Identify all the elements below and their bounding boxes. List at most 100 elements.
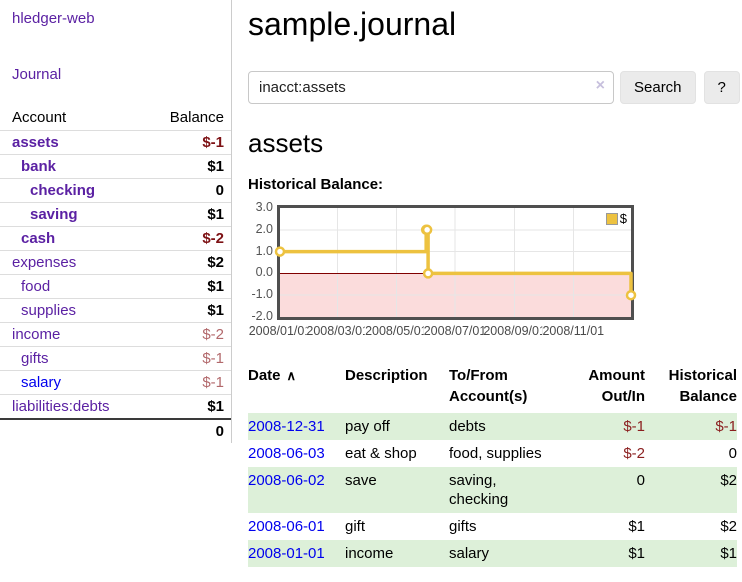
- account-row: saving $1: [0, 202, 231, 226]
- x-axis-tick-label: 2008/07/01: [423, 324, 487, 339]
- account-balance: $-1: [202, 134, 224, 151]
- x-axis-tick-label: 2008/09/01: [483, 324, 546, 339]
- account-row: cash $-2: [0, 226, 231, 250]
- account-link[interactable]: supplies: [21, 302, 77, 319]
- transaction-description: income: [345, 545, 394, 562]
- transactions-header-row: Date ∧ Description To/From Account(s) Amo…: [248, 363, 737, 413]
- transaction-row: 2008-06-03 eat & shop food, supplies $-2…: [248, 440, 737, 467]
- main-content: sample.journal × Search ? assets Histori…: [248, 0, 742, 567]
- account-row: liabilities:debts $1: [0, 394, 231, 418]
- transaction-accounts: gifts: [449, 518, 477, 535]
- account-balance: $1: [207, 398, 224, 415]
- transaction-date-link[interactable]: 2008-12-31: [248, 418, 325, 435]
- y-axis-tick-label: 3.0: [255, 200, 273, 214]
- clear-search-icon[interactable]: ×: [595, 77, 605, 94]
- transaction-amount: $-1: [623, 418, 645, 435]
- account-balance: $-1: [202, 374, 224, 391]
- account-link[interactable]: salary: [21, 374, 62, 391]
- transaction-balance: 0: [728, 445, 737, 462]
- account-link[interactable]: gifts: [21, 350, 49, 367]
- account-balance: $1: [207, 278, 224, 295]
- transaction-amount: $1: [628, 518, 645, 535]
- transaction-description: gift: [345, 518, 366, 535]
- account-column-header: Account: [12, 109, 67, 126]
- account-balance: $2: [207, 254, 224, 271]
- transaction-date-link[interactable]: 2008-06-02: [248, 472, 325, 489]
- transaction-date-link[interactable]: 2008-06-01: [248, 518, 325, 535]
- account-balance: 0: [215, 182, 224, 199]
- y-axis-tick-label: 1.0: [255, 243, 273, 258]
- account-link[interactable]: bank: [21, 158, 57, 175]
- transaction-row: 2008-12-31 pay off debts $-1 $-1: [248, 413, 737, 440]
- x-axis-tick-label: 2008/01/01: [248, 324, 312, 339]
- account-row: supplies $1: [0, 298, 231, 322]
- transactions-body: 2008-12-31 pay off debts $-1 $-1 2008-06…: [248, 413, 737, 567]
- description-column-header: Description: [345, 367, 428, 384]
- search-button[interactable]: Search: [620, 71, 696, 104]
- legend-label: $: [619, 211, 627, 226]
- account-row: food $1: [0, 274, 231, 298]
- transaction-amount: 0: [636, 472, 645, 489]
- account-row: checking 0: [0, 178, 231, 202]
- transaction-amount: $1: [628, 545, 645, 562]
- transaction-accounts: saving, checking: [449, 472, 509, 508]
- y-axis-tick-label: 2.0: [255, 221, 273, 236]
- sidebar-item-journal[interactable]: Journal: [12, 66, 62, 83]
- account-link[interactable]: income: [12, 326, 61, 343]
- sort-ascending-icon: ∧: [286, 368, 297, 383]
- transaction-date-link[interactable]: 2008-01-01: [248, 545, 325, 562]
- legend-swatch: [605, 212, 618, 225]
- account-balance: $-2: [202, 326, 224, 343]
- account-row: bank $1: [0, 154, 231, 178]
- account-balance: $-1: [202, 350, 224, 367]
- search-bar: × Search ?: [248, 71, 742, 104]
- balance-column-header: Balance: [169, 109, 224, 126]
- transaction-accounts: food, supplies: [449, 445, 542, 462]
- transaction-row: 2008-06-01 gift gifts $1 $2: [248, 513, 737, 540]
- search-input[interactable]: [248, 71, 614, 104]
- account-link[interactable]: assets: [12, 134, 59, 151]
- account-link[interactable]: liabilities:debts: [12, 398, 110, 415]
- transaction-date-link[interactable]: 2008-06-03: [248, 445, 325, 462]
- account-link[interactable]: cash: [21, 230, 56, 247]
- account-heading: assets: [248, 128, 324, 158]
- transaction-description: pay off: [345, 418, 390, 435]
- accounts-column-header: To/From Account(s): [449, 367, 528, 405]
- account-link[interactable]: saving: [30, 206, 78, 223]
- account-link[interactable]: checking: [30, 182, 96, 199]
- app-title-link[interactable]: hledger-web: [12, 10, 95, 27]
- help-button[interactable]: ?: [703, 71, 740, 104]
- sidebar: hledger-web Journal Account Balance asse…: [0, 0, 232, 443]
- y-axis-tick-label: -1.0: [251, 287, 273, 302]
- account-link[interactable]: expenses: [12, 254, 77, 271]
- x-axis-tick-label: 2008/11/01: [542, 324, 605, 339]
- accounts-table-body: assets $-1 bank $1 checking 0 saving $1 …: [0, 130, 231, 418]
- account-link[interactable]: food: [21, 278, 51, 295]
- date-column-header[interactable]: Date ∧: [248, 367, 297, 384]
- amount-column-header: Amount Out/In: [588, 367, 645, 405]
- accounts-table-header: Account Balance: [0, 106, 231, 130]
- account-balance: $1: [207, 158, 224, 175]
- account-row: assets $-1: [0, 130, 231, 154]
- accounts-total: 0: [0, 418, 231, 443]
- historical-balance-chart: $ 3.0 2.0 1.0 0.0 -1.0 -2.0 2008/01/01 2008/03/…: [248, 200, 668, 343]
- transaction-balance: $-1: [715, 418, 737, 435]
- account-row: salary $-1: [0, 370, 231, 394]
- x-axis-tick-label: 2008/03/01: [306, 324, 369, 339]
- transaction-accounts: debts: [449, 418, 486, 435]
- accounts-table: Account Balance assets $-1 bank $1 check…: [0, 106, 231, 443]
- y-axis-tick-label: 0.0: [255, 265, 273, 280]
- transaction-description: save: [345, 472, 377, 489]
- transaction-accounts: salary: [449, 545, 490, 562]
- transactions-table: Date ∧ Description To/From Account(s) Amo…: [248, 363, 737, 567]
- transaction-balance: $1: [720, 545, 737, 562]
- chart-plot: $: [274, 205, 637, 320]
- page-title: sample.journal: [248, 6, 457, 42]
- chart-title: Historical Balance:: [248, 176, 384, 193]
- balance-column-header-txns: Historical Balance: [668, 367, 737, 405]
- x-axis-tick-label: 2008/05/01: [365, 324, 428, 339]
- account-balance: $-2: [202, 230, 224, 247]
- transaction-balance: $2: [720, 472, 737, 489]
- transaction-amount: $-2: [623, 445, 645, 462]
- account-row: income $-2: [0, 322, 231, 346]
